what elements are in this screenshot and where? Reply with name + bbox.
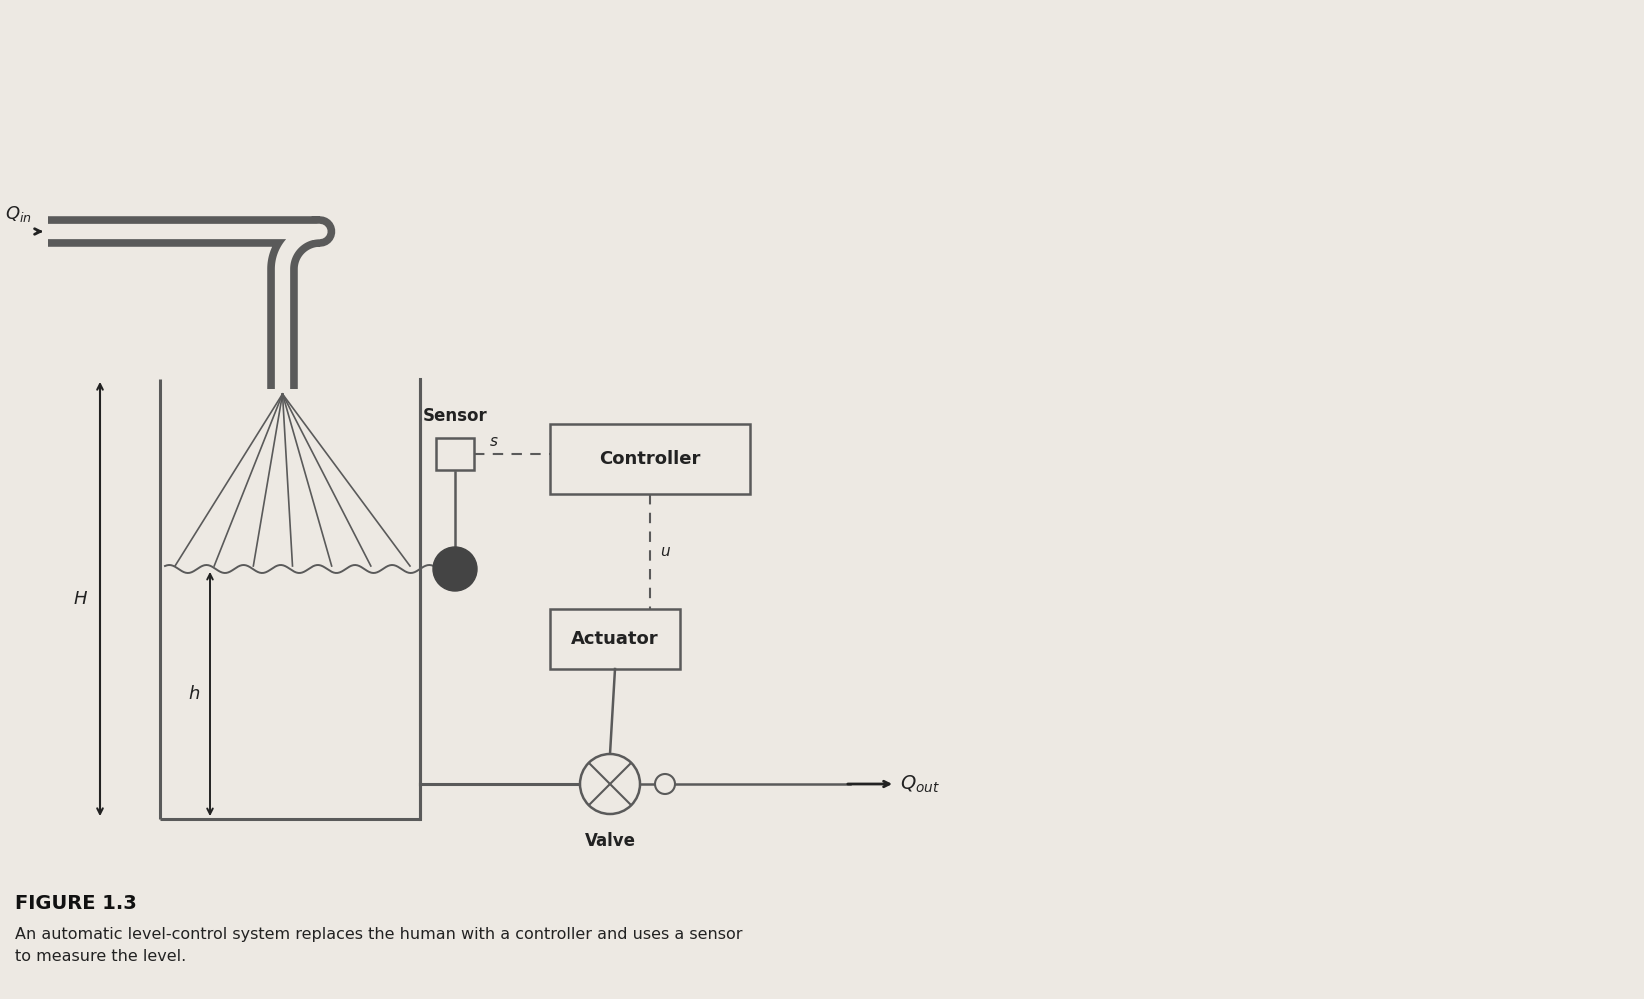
Polygon shape: [551, 424, 750, 494]
Text: Controller: Controller: [600, 450, 700, 468]
Circle shape: [432, 547, 477, 591]
Text: $Q_{out}$: $Q_{out}$: [899, 773, 940, 794]
Polygon shape: [436, 438, 473, 470]
Text: Sensor: Sensor: [423, 407, 487, 425]
Text: Valve: Valve: [585, 832, 636, 850]
Circle shape: [580, 754, 640, 814]
Polygon shape: [551, 609, 681, 669]
Circle shape: [654, 774, 676, 794]
Text: FIGURE 1.3: FIGURE 1.3: [15, 894, 136, 913]
Text: $H$: $H$: [72, 590, 89, 608]
Text: Actuator: Actuator: [570, 630, 659, 648]
Text: $h$: $h$: [187, 685, 201, 703]
Text: $s$: $s$: [488, 434, 498, 449]
Text: $u$: $u$: [659, 544, 671, 559]
Text: An automatic level-control system replaces the human with a controller and uses : An automatic level-control system replac…: [15, 927, 743, 964]
Text: $Q_{in}$: $Q_{in}$: [5, 204, 31, 224]
